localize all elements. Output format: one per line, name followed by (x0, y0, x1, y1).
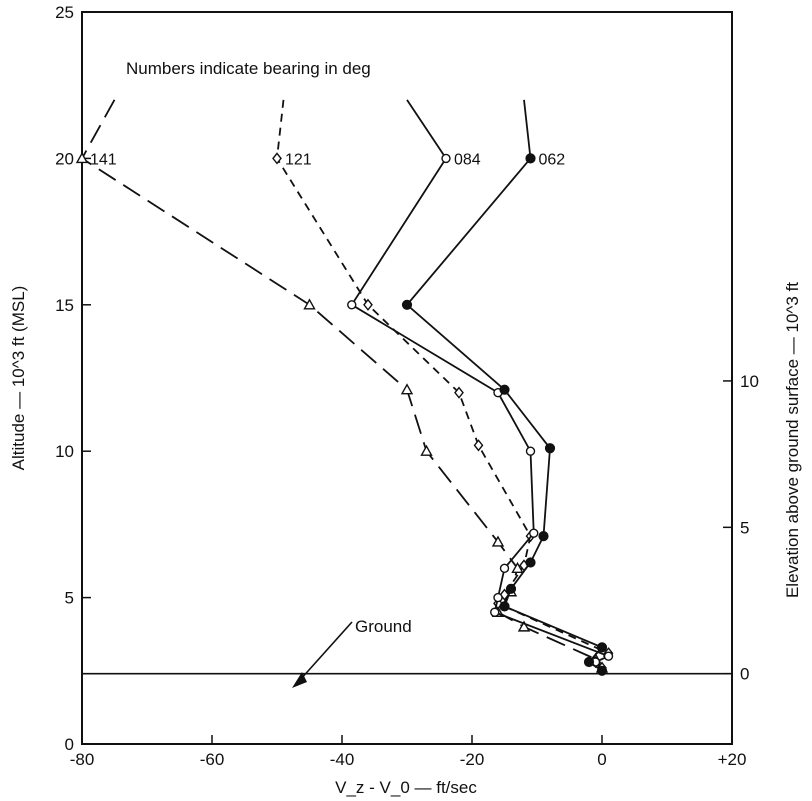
data-point (363, 298, 373, 311)
data-point (493, 592, 503, 603)
x-tick-label: -80 (70, 750, 95, 769)
data-point (525, 557, 536, 568)
x-tick-label: +20 (718, 750, 747, 769)
y-tick-label: 20 (55, 149, 74, 168)
data-point (525, 153, 536, 164)
ground-arrowhead (292, 672, 307, 688)
plot-frame (81, 11, 733, 745)
series-062: 062 (401, 99, 608, 676)
data-point (272, 152, 282, 165)
ground-arrow (299, 621, 353, 681)
data-point (603, 651, 614, 661)
y2-axis-title: Elevation above ground surface — 10^3 ft (783, 282, 802, 598)
x-tick-label: -20 (460, 750, 485, 769)
bearing-label: 141 (90, 151, 117, 168)
series-line (80, 99, 603, 669)
data-point (511, 561, 524, 574)
y-tick-label: 10 (55, 442, 74, 461)
ground-label: Ground (355, 617, 412, 636)
x-axis-title: V_z - V_0 — ft/sec (335, 778, 477, 797)
bearing-label: 121 (285, 151, 312, 168)
bearing-label: 062 (539, 151, 566, 168)
data-point (596, 642, 608, 653)
series-141: 141 (75, 99, 609, 673)
data-point (499, 384, 510, 395)
x-tick-label: -40 (330, 750, 355, 769)
series-121: 121 (272, 99, 614, 674)
data-point (347, 300, 357, 310)
data-point (499, 601, 510, 612)
data-point (441, 153, 451, 164)
data-point (596, 665, 608, 676)
y2-tick-label: 0 (740, 665, 749, 684)
data-point (490, 607, 500, 617)
data-point (529, 528, 539, 538)
data-point (538, 531, 549, 542)
y2-tick-label: 10 (740, 372, 759, 391)
data-point (75, 151, 89, 164)
data-point (544, 443, 556, 454)
series-layer: 141 121 084 062 (75, 99, 614, 676)
axis-ticks: -80 -60 -40 -20 0 +20 0 5 10 15 20 25 0 5 10 (55, 3, 759, 769)
series-084: 084 (347, 99, 614, 676)
data-point (499, 563, 510, 574)
data-point (525, 446, 536, 456)
data-point (400, 383, 414, 395)
series-line (350, 99, 611, 672)
data-point (583, 656, 595, 668)
bearing-label: 084 (454, 151, 481, 168)
x-tick-label: 0 (597, 750, 606, 769)
data-point (401, 299, 413, 310)
series-line (276, 99, 611, 669)
y-axis-title: Altitude — 10^3 ft (MSL) (9, 286, 28, 471)
data-point (420, 444, 433, 456)
x-tick-label: -60 (200, 750, 225, 769)
data-point (303, 298, 316, 310)
y-tick-label: 15 (55, 296, 74, 315)
y-tick-label: 0 (65, 735, 74, 754)
y2-tick-label: 5 (740, 518, 749, 537)
bearing-note: Numbers indicate bearing in deg (126, 59, 371, 78)
data-point (505, 583, 517, 594)
y-tick-label: 25 (55, 3, 74, 22)
data-point (491, 535, 505, 547)
data-point (454, 386, 464, 399)
y-tick-label: 5 (65, 589, 74, 608)
data-point (517, 620, 531, 632)
data-point (473, 439, 484, 452)
